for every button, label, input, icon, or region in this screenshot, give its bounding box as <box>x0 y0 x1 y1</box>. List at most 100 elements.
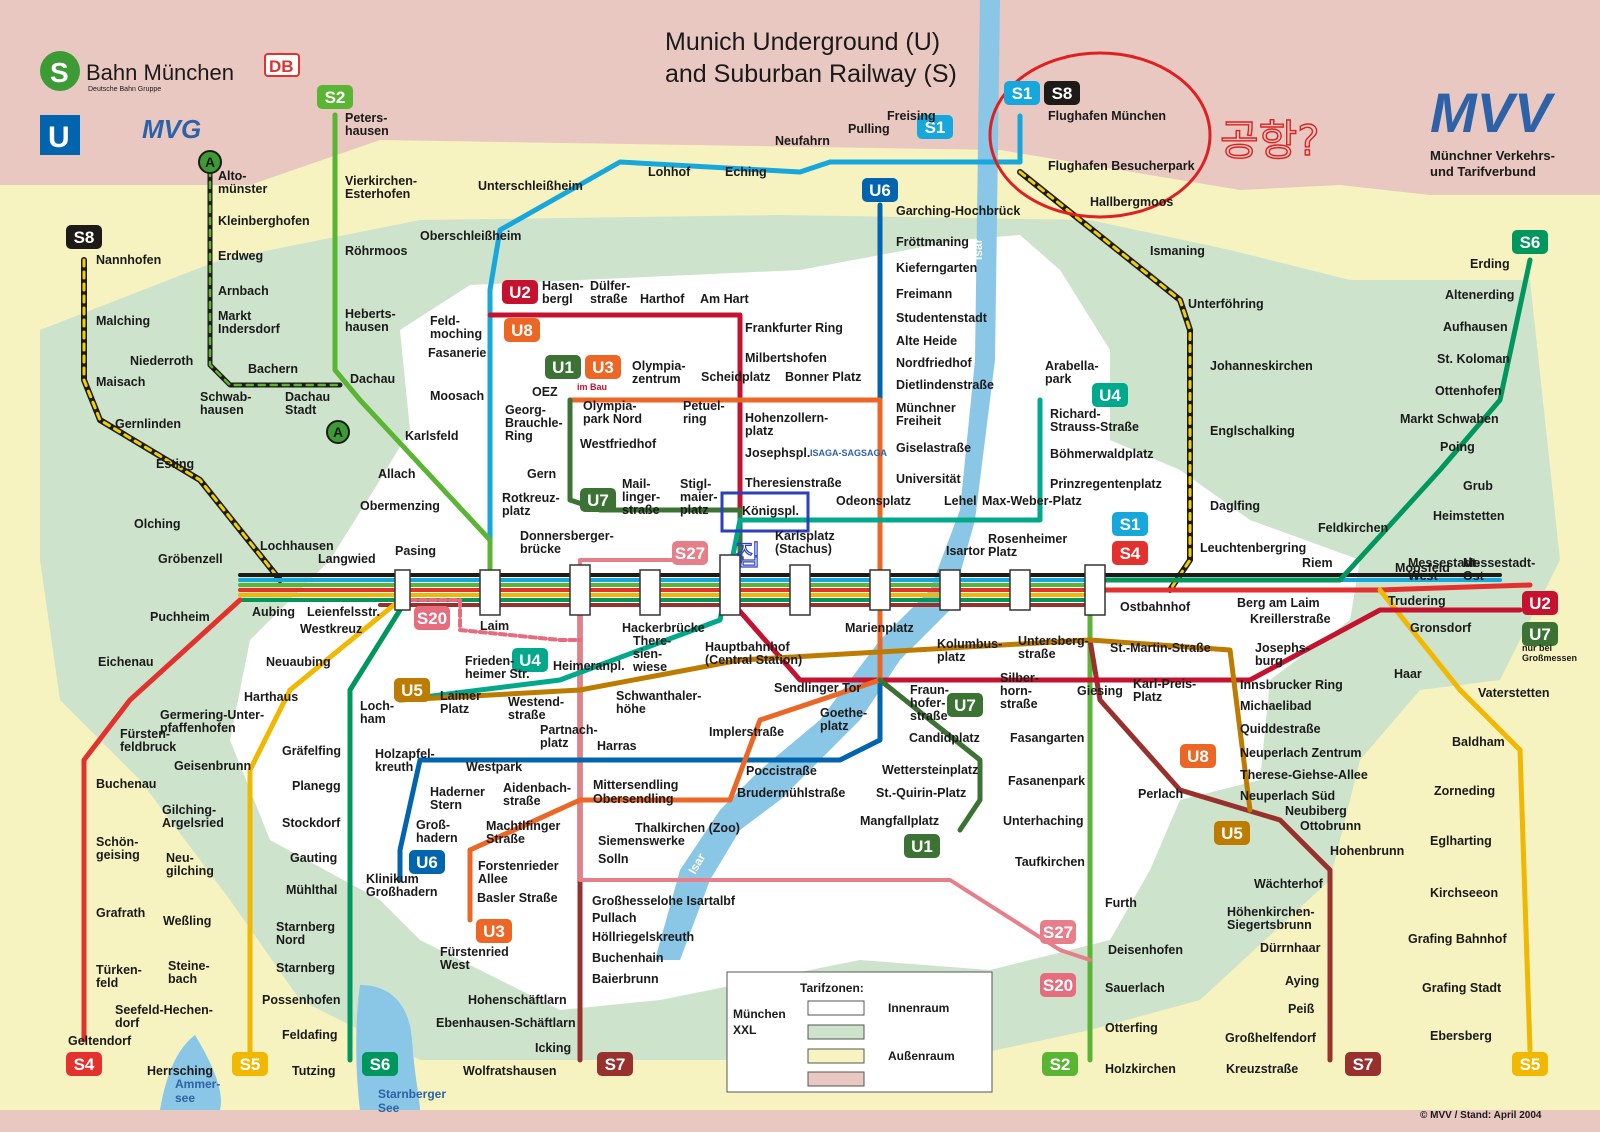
station-label[interactable]: Siemenswerke <box>598 834 685 848</box>
station-label[interactable]: Fröttmaning <box>896 235 969 249</box>
station-label[interactable]: Harthaus <box>244 690 298 704</box>
station-label[interactable]: Buchenhain <box>592 951 664 965</box>
station-label[interactable]: St.-Quirin-Platz <box>876 786 966 800</box>
stop-karlsplatz[interactable] <box>789 564 811 616</box>
station-label[interactable]: Implerstraße <box>709 725 784 739</box>
station-label[interactable]: Theresienstraße <box>745 476 842 490</box>
station-label[interactable]: Aufhausen <box>1443 320 1508 334</box>
station-label[interactable]: Hohenzollern-platz <box>745 411 828 438</box>
station-label[interactable]: Freimann <box>896 287 952 301</box>
line-badge-u1[interactable]: U1 <box>904 834 940 858</box>
line-badge-s27[interactable]: S27 <box>1040 920 1076 944</box>
line-badge-s7[interactable]: S7 <box>1345 1052 1381 1076</box>
station-label[interactable]: Mittersendling <box>593 778 678 792</box>
station-label[interactable]: Germering-Unter-pfaffenhofen <box>160 708 264 735</box>
station-label[interactable]: Hohenbrunn <box>1330 844 1404 858</box>
station-label[interactable]: Deisenhofen <box>1108 943 1183 957</box>
line-badge-s8[interactable]: S8 <box>1044 81 1080 105</box>
station-label[interactable]: Peters-hausen <box>345 111 389 138</box>
station-label[interactable]: Pasing <box>395 544 436 558</box>
station-label[interactable]: Geisenbrunn <box>174 759 251 773</box>
station-label[interactable]: Esting <box>156 457 194 471</box>
station-label[interactable]: Josephs-burg <box>1255 641 1310 668</box>
line-badge-s2[interactable]: S2 <box>1042 1052 1078 1076</box>
line-badge-u8[interactable]: U8 <box>504 318 540 342</box>
station-label[interactable]: Goethe-platz <box>820 706 867 733</box>
station-label[interactable]: Lochhausen <box>260 539 334 553</box>
station-label[interactable]: Langwied <box>318 552 376 566</box>
line-badge-u7[interactable]: U7 <box>947 693 983 717</box>
station-label[interactable]: Giselastraße <box>896 441 971 455</box>
station-label[interactable]: Frieden-heimer Str. <box>465 654 530 681</box>
station-label[interactable]: Schwab-hausen <box>200 390 251 417</box>
station-label[interactable]: Hackerbrücke <box>622 621 705 635</box>
station-label[interactable]: Moosach <box>430 389 484 403</box>
station-label[interactable]: There-sien-wiese <box>632 634 671 674</box>
station-label[interactable]: Brudermühlstraße <box>737 786 845 800</box>
station-label[interactable]: Münchner Freiheit <box>896 401 956 428</box>
station-label[interactable]: Röhrmoos <box>345 244 408 258</box>
station-label[interactable]: Westfriedhof <box>580 437 657 451</box>
station-label[interactable]: Markt Indersdorf <box>218 309 281 336</box>
station-label[interactable]: Eichenau <box>98 655 154 669</box>
station-label[interactable]: Gernlinden <box>115 417 181 431</box>
station-label[interactable]: Neuperlach Zentrum <box>1240 746 1362 760</box>
station-label[interactable]: Dachau Stadt <box>285 390 330 417</box>
station-label[interactable]: Holzkirchen <box>1105 1062 1176 1076</box>
station-label[interactable]: Sendlinger Tor <box>774 681 861 695</box>
line-badge-u4[interactable]: U4 <box>512 648 548 672</box>
station-label[interactable]: Fraun-hofer-straße <box>910 683 949 723</box>
station-label[interactable]: Fasangarten <box>1010 731 1084 745</box>
station-label[interactable]: Feld-moching <box>430 314 482 341</box>
station-label[interactable]: Hohenschäftlarn <box>468 993 567 1007</box>
station-label[interactable]: Heimeranpl. <box>553 659 625 673</box>
station-label[interactable]: Odeonsplatz <box>836 494 911 508</box>
line-badge-u2[interactable]: U2 <box>502 280 538 304</box>
station-label[interactable]: Königspl. <box>742 504 799 518</box>
station-label[interactable]: Arabella-park <box>1045 359 1099 386</box>
station-label[interactable]: Grub <box>1463 479 1493 493</box>
station-label[interactable]: Fasanenpark <box>1008 774 1085 788</box>
line-badge-u6[interactable]: U6 <box>409 850 445 874</box>
station-label[interactable]: Buchenau <box>96 777 156 791</box>
station-label[interactable]: Grafing Stadt <box>1422 981 1502 995</box>
station-label[interactable]: Heimstetten <box>1433 509 1505 523</box>
station-label[interactable]: Leuchtenbergring <box>1200 541 1306 555</box>
station-label[interactable]: Fürstenried West <box>440 945 509 972</box>
station-label[interactable]: Obersendling <box>593 792 674 806</box>
station-label[interactable]: Ebersberg <box>1430 1029 1492 1043</box>
station-label[interactable]: Stigl-maier-platz <box>680 477 718 517</box>
line-badge-s27[interactable]: S27 <box>672 541 708 565</box>
line-badge-s20[interactable]: S20 <box>414 606 450 630</box>
station-label[interactable]: Neuperlach Süd <box>1240 789 1335 803</box>
station-label[interactable]: St. Koloman <box>1437 352 1510 366</box>
station-label[interactable]: Kieferngarten <box>896 261 977 275</box>
line-badge-u2[interactable]: U2 <box>1522 591 1558 615</box>
station-label[interactable]: OEZ <box>532 385 558 399</box>
station-label[interactable]: Schön-geising <box>96 835 140 862</box>
station-label[interactable]: Innsbrucker Ring <box>1240 678 1343 692</box>
station-label[interactable]: Dürrnhaar <box>1260 941 1321 955</box>
station-label[interactable]: Olympia-park Nord <box>583 399 642 426</box>
station-label[interactable]: Flughafen Besucherpark <box>1048 159 1195 173</box>
station-label[interactable]: Kreillerstraße <box>1250 612 1331 626</box>
station-label[interactable]: Neufahrn <box>775 134 830 148</box>
station-label[interactable]: Poccistraße <box>746 764 817 778</box>
station-label[interactable]: Gröbenzell <box>158 552 223 566</box>
station-label[interactable]: Eching <box>725 165 767 179</box>
station-label[interactable]: Forstenrieder Allee <box>478 859 559 886</box>
station-label[interactable]: Nordfriedhof <box>896 356 973 370</box>
station-label[interactable]: Universität <box>896 472 961 486</box>
station-label[interactable]: Basler Straße <box>477 891 558 905</box>
station-label[interactable]: Vierkirchen-Esterhofen <box>345 174 417 201</box>
stop-isartor[interactable] <box>939 569 961 611</box>
station-label[interactable]: Icking <box>535 1041 571 1055</box>
station-label[interactable]: Böhmerwaldplatz <box>1050 447 1154 461</box>
station-label[interactable]: Westkreuz <box>300 622 362 636</box>
station-label[interactable]: Studentenstadt <box>896 311 988 325</box>
station-label[interactable]: Gronsdorf <box>1410 621 1472 635</box>
line-badge-u3[interactable]: U3 <box>585 355 621 379</box>
station-label[interactable]: Mühlthal <box>286 883 337 897</box>
station-label[interactable]: Johanneskirchen <box>1210 359 1313 373</box>
line-badge-s4[interactable]: S4 <box>66 1052 102 1076</box>
